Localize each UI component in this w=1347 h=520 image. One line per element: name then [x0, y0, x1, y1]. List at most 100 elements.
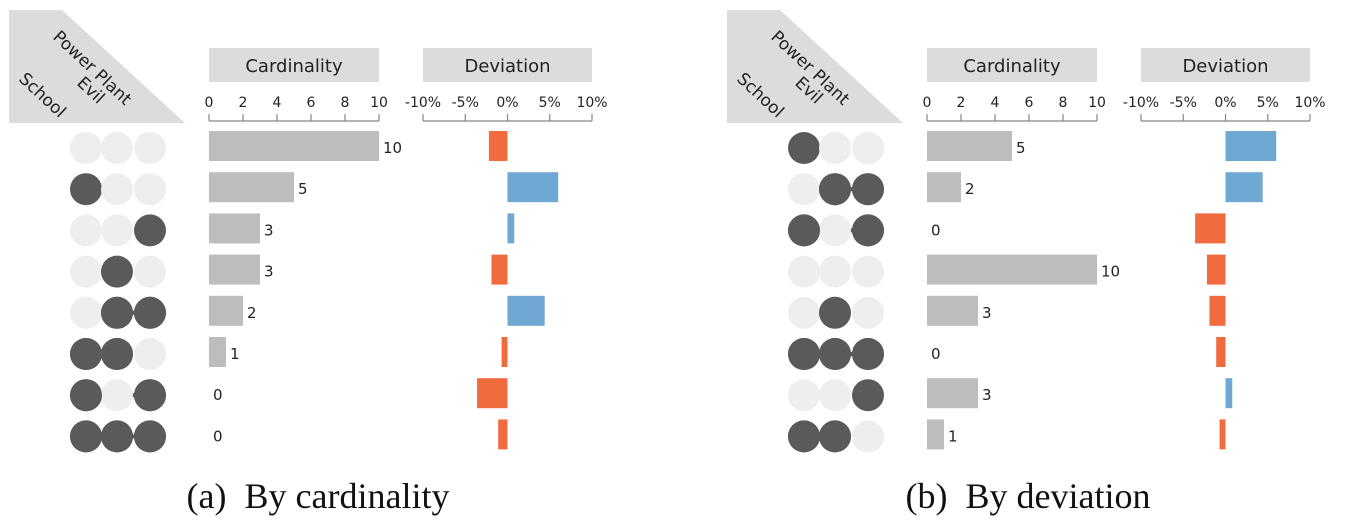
deviation-tick-label: 5%	[1257, 95, 1279, 111]
set-membership-dot-empty	[101, 214, 133, 247]
cardinality-bar	[209, 131, 379, 161]
intersection-row: 3	[70, 254, 508, 288]
deviation-header-bg	[1141, 48, 1310, 82]
set-membership-dot-empty	[134, 255, 166, 288]
cardinality-bar	[927, 172, 961, 203]
cardinality-value-label: 3	[982, 304, 992, 322]
set-membership-dot-empty	[101, 173, 133, 206]
set-membership-dot-empty	[70, 214, 102, 247]
set-membership-dot-filled	[788, 338, 820, 370]
set-membership-dot-empty	[852, 296, 884, 329]
set-header-background	[9, 10, 185, 123]
deviation-header-bg	[423, 48, 592, 82]
set-membership-dot-filled	[134, 379, 166, 412]
set-membership-dot-filled	[819, 173, 851, 206]
cardinality-value-label: 0	[931, 345, 941, 363]
deviation-bar-negative	[501, 337, 508, 367]
cardinality-tick-label: 8	[1059, 95, 1068, 111]
cardinality-bar	[927, 131, 1012, 161]
cardinality-header: Cardinality	[245, 56, 343, 77]
cardinality-tick-label: 4	[991, 95, 1000, 111]
intersection-row: 10	[788, 254, 1226, 288]
cardinality-bar	[927, 254, 1097, 285]
set-membership-dot-empty	[819, 255, 851, 288]
set-membership-dot-filled	[101, 420, 133, 453]
cardinality-header: Cardinality	[963, 56, 1061, 77]
cardinality-tick-label: 4	[273, 95, 282, 111]
set-membership-dot-filled	[101, 338, 133, 370]
deviation-bar-negative	[1209, 295, 1226, 326]
intersection-row: 0	[70, 419, 508, 453]
deviation-tick-label: 5%	[539, 95, 561, 111]
cardinality-bar	[209, 337, 226, 367]
set-membership-dot-empty	[134, 173, 166, 206]
set-membership-dot-filled	[134, 214, 166, 247]
set-membership-dot-filled	[101, 296, 133, 329]
intersection-row: 3	[70, 213, 515, 247]
set-membership-dot-empty	[852, 132, 884, 164]
set-membership-dot-filled	[852, 173, 884, 206]
cardinality-value-label: 0	[931, 221, 941, 239]
cardinality-header-bg	[209, 48, 379, 82]
set-membership-dot-filled	[819, 420, 851, 453]
deviation-tick-label: 10%	[576, 95, 607, 111]
panel-caption: (b) By deviation	[906, 476, 1151, 516]
deviation-bar-positive	[1225, 378, 1233, 409]
deviation-bar-negative	[1206, 254, 1226, 285]
cardinality-bar	[927, 419, 944, 450]
deviation-bar-negative	[498, 419, 508, 450]
set-membership-dot-filled	[819, 338, 851, 370]
set-membership-dot-filled	[101, 255, 133, 288]
set-membership-dot-filled	[70, 173, 102, 206]
deviation-tick-label: -10%	[1123, 95, 1159, 111]
cardinality-header-bg	[927, 48, 1097, 82]
cardinality-value-label: 5	[298, 180, 308, 198]
set-membership-dot-filled	[70, 379, 102, 412]
set-membership-dot-empty	[70, 255, 102, 288]
cardinality-tick-label: 2	[957, 95, 966, 111]
cardinality-value-label: 10	[383, 139, 402, 157]
set-membership-dot-empty	[788, 379, 820, 412]
intersection-row: 2	[70, 295, 545, 329]
cardinality-tick-label: 2	[239, 95, 248, 111]
set-membership-dot-empty	[819, 379, 851, 412]
cardinality-bar	[927, 295, 978, 326]
cardinality-tick-label: 6	[1025, 95, 1034, 111]
intersection-row: 2	[788, 172, 1263, 206]
set-header-background	[727, 10, 903, 123]
set-membership-dot-filled	[788, 132, 820, 164]
intersection-row: 1	[788, 419, 1226, 453]
intersection-row: 0	[788, 213, 1226, 247]
set-membership-dot-empty	[852, 420, 884, 453]
set-membership-dot-empty	[101, 132, 133, 164]
set-membership-dot-empty	[788, 255, 820, 288]
intersection-row: 5	[70, 172, 559, 206]
deviation-bar-negative	[1195, 213, 1226, 244]
cardinality-tick-label: 0	[205, 95, 214, 111]
deviation-header: Deviation	[464, 56, 550, 77]
deviation-bar-negative	[488, 131, 508, 161]
set-membership-dot-filled	[852, 214, 884, 247]
cardinality-bar	[209, 213, 260, 244]
deviation-bar-positive	[507, 213, 515, 244]
cardinality-value-label: 10	[1101, 263, 1120, 281]
deviation-header: Deviation	[1182, 56, 1268, 77]
set-membership-dot-empty	[819, 132, 851, 164]
intersection-row: 0	[70, 378, 508, 412]
intersection-row: 0	[788, 337, 1226, 370]
set-membership-dot-filled	[788, 214, 820, 247]
set-membership-dot-filled	[70, 338, 102, 370]
cardinality-value-label: 5	[1016, 139, 1026, 157]
cardinality-bar	[209, 172, 294, 203]
set-membership-dot-empty	[70, 132, 102, 164]
set-membership-dot-empty	[819, 214, 851, 247]
deviation-bar-negative	[1219, 419, 1226, 450]
set-membership-dot-empty	[134, 132, 166, 164]
cardinality-bar	[209, 254, 260, 285]
deviation-tick-label: 10%	[1294, 95, 1325, 111]
set-membership-dot-filled	[134, 420, 166, 453]
deviation-bar-positive	[507, 295, 545, 326]
